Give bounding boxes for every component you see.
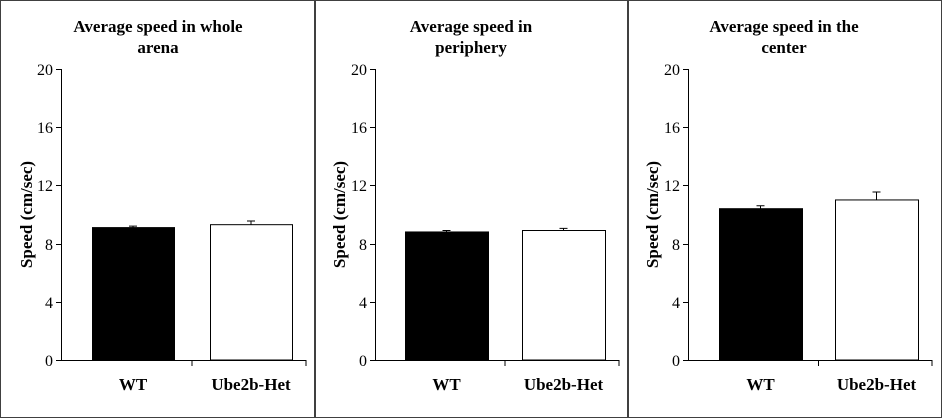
- x-category-label: Ube2b-Het: [837, 375, 917, 394]
- bar-ube2b-het: [210, 224, 293, 361]
- y-tick-label: 12: [664, 178, 680, 195]
- y-tick-label: 4: [672, 295, 680, 312]
- chart-title-line: Average speed in the: [709, 17, 859, 36]
- chart-panel-3: Average speed in the center Speed (cm/sec)…: [628, 0, 942, 418]
- y-axis-label: Speed (cm/sec): [330, 161, 349, 268]
- y-tick-label: 0: [45, 353, 53, 370]
- error-bar: [756, 205, 765, 209]
- y-tick-label: 8: [359, 237, 367, 254]
- chart-title-line: Average speed in: [410, 17, 533, 36]
- y-tick-label: 8: [45, 237, 53, 254]
- error-bar: [442, 230, 451, 232]
- y-tick-label: 16: [37, 120, 53, 137]
- y-tick-label: 16: [351, 120, 367, 137]
- x-category-label: WT: [119, 375, 148, 394]
- y-tick-label: 0: [359, 353, 367, 370]
- x-category-label: Ube2b-Het: [524, 375, 604, 394]
- chart-panel-2: Average speed in periphery Speed (cm/sec) 0…: [315, 0, 628, 418]
- y-tick-label: 4: [359, 295, 367, 312]
- y-tick-label: 12: [37, 178, 53, 195]
- y-tick-label: 20: [664, 62, 680, 79]
- panel-border: [628, 0, 942, 418]
- y-tick-label: 4: [45, 295, 53, 312]
- panel-border: [0, 0, 315, 418]
- y-axis-label: Speed (cm/sec): [17, 161, 36, 268]
- y-tick-label: 12: [351, 178, 367, 195]
- y-tick-label: 20: [351, 62, 367, 79]
- chart-title-line: center: [761, 38, 807, 57]
- x-category-label: WT: [746, 375, 775, 394]
- bar-ube2b-het: [835, 199, 919, 361]
- bar-wt: [92, 227, 175, 361]
- error-bar: [559, 227, 568, 231]
- y-tick-label: 16: [664, 120, 680, 137]
- x-category-label: Ube2b-Het: [211, 375, 291, 394]
- x-category-label: WT: [432, 375, 461, 394]
- panel-border: [315, 0, 628, 418]
- bar-ube2b-het: [522, 230, 606, 361]
- bar-wt: [719, 208, 803, 361]
- chart-title-line: Average speed in whole: [73, 17, 243, 36]
- y-tick-label: 0: [672, 353, 680, 370]
- error-bar: [872, 191, 881, 200]
- y-axis-label: Speed (cm/sec): [643, 161, 662, 268]
- y-tick-label: 20: [37, 62, 53, 79]
- y-tick-label: 8: [672, 237, 680, 254]
- error-bar: [247, 220, 255, 225]
- bar-wt: [405, 231, 489, 361]
- chart-title-line: periphery: [435, 38, 507, 57]
- chart-title-line: arena: [137, 38, 179, 57]
- error-bar: [129, 225, 137, 228]
- chart-panel-1: Average speed in whole arena Speed (cm/sec…: [0, 0, 315, 418]
